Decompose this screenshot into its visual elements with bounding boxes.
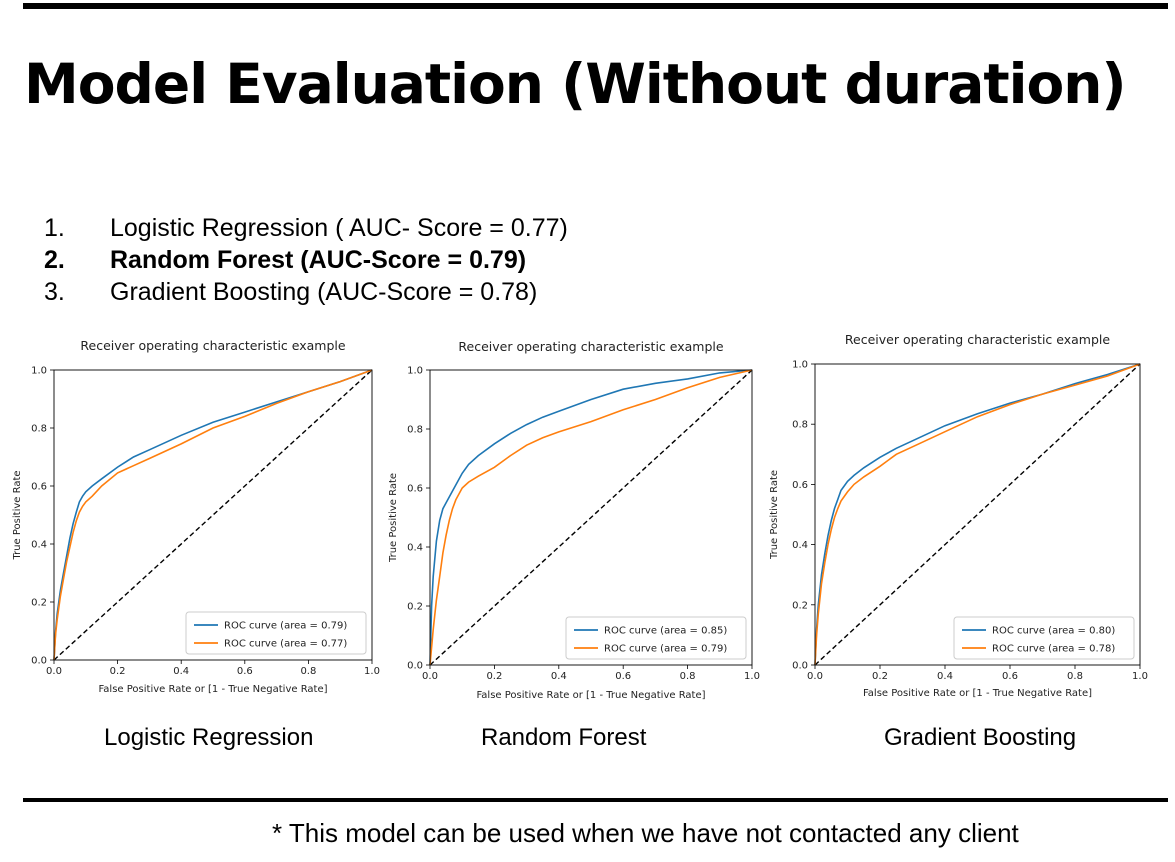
legend-label-0: ROC curve (area = 0.80) — [992, 626, 1115, 637]
y-tick-label: 0.2 — [407, 602, 423, 613]
x-tick-label: 0.8 — [300, 666, 316, 677]
x-tick-label: 0.4 — [173, 666, 189, 677]
x-tick-label: 1.0 — [364, 666, 380, 677]
y-tick-label: 0.0 — [792, 661, 808, 672]
x-tick-label: 0.0 — [807, 671, 823, 682]
bottom-rule — [23, 798, 1168, 802]
y-tick-label: 1.0 — [31, 366, 47, 377]
y-tick-label: 0.6 — [407, 484, 423, 495]
model-number: 1. — [44, 214, 65, 242]
roc-series-line-1 — [53, 369, 373, 661]
legend-label-1: ROC curve (area = 0.79) — [604, 644, 727, 655]
plot-frame — [814, 363, 1141, 666]
y-tick-label: 0.8 — [407, 425, 423, 436]
caption-random-forest: Random Forest — [481, 724, 647, 751]
roc-series-line-0 — [429, 369, 753, 666]
footnote: * This model can be used when we have no… — [272, 818, 1019, 848]
x-axis-label: False Positive Rate or [1 - True Negativ… — [476, 690, 705, 701]
x-tick-label: 0.8 — [680, 671, 696, 682]
y-tick-label: 0.8 — [31, 424, 47, 435]
chart-title: Receiver operating characteristic exampl… — [80, 338, 346, 353]
x-axis-label: False Positive Rate or [1 - True Negativ… — [98, 684, 327, 695]
y-axis-label: True Positive Rate — [12, 470, 23, 560]
x-tick-label: 0.0 — [422, 671, 438, 682]
x-tick-label: 0.6 — [1002, 671, 1018, 682]
y-tick-label: 0.6 — [792, 480, 808, 491]
x-tick-label: 0.6 — [237, 666, 253, 677]
slide-title: Model Evaluation (Without duration) — [24, 52, 1127, 116]
legend-label-0: ROC curve (area = 0.85) — [604, 626, 727, 637]
y-tick-label: 0.4 — [407, 543, 423, 554]
caption-logistic-regression: Logistic Regression — [104, 724, 314, 751]
y-tick-label: 0.4 — [31, 540, 47, 551]
legend-label-1: ROC curve (area = 0.77) — [224, 639, 347, 650]
diagonal-reference-line — [814, 363, 1141, 666]
x-tick-label: 0.2 — [872, 671, 888, 682]
diagonal-reference-line — [429, 369, 753, 666]
x-tick-label: 0.2 — [486, 671, 502, 682]
legend-box — [565, 616, 747, 660]
chart-title: Receiver operating characteristic exampl… — [845, 332, 1111, 347]
x-tick-label: 1.0 — [1132, 671, 1148, 682]
roc-chart-svg: Receiver operating characteristic exampl… — [12, 338, 380, 695]
roc-chart-gradient-boosting: Receiver operating characteristic exampl… — [766, 322, 1158, 704]
chart-legend: ROC curve (area = 0.79) ROC curve (area =… — [185, 611, 367, 655]
chart-legend: ROC curve (area = 0.85) ROC curve (area =… — [565, 616, 747, 660]
roc-chart-random-forest: Receiver operating characteristic exampl… — [385, 330, 770, 706]
chart-title: Receiver operating characteristic exampl… — [458, 339, 724, 354]
x-axis-label: False Positive Rate or [1 - True Negativ… — [863, 688, 1092, 699]
roc-chart-svg: Receiver operating characteristic exampl… — [388, 339, 760, 701]
x-tick-label: 0.0 — [46, 666, 62, 677]
roc-series-line-0 — [53, 369, 373, 661]
model-number: 3. — [44, 278, 65, 306]
y-tick-label: 1.0 — [792, 360, 808, 371]
x-tick-label: 0.4 — [551, 671, 567, 682]
x-tick-label: 0.8 — [1067, 671, 1083, 682]
legend-box — [953, 616, 1135, 660]
x-tick-label: 0.2 — [110, 666, 126, 677]
chart-legend: ROC curve (area = 0.80) ROC curve (area =… — [953, 616, 1135, 660]
top-rule — [23, 3, 1168, 9]
x-tick-label: 1.0 — [744, 671, 760, 682]
x-tick-label: 0.4 — [937, 671, 953, 682]
roc-series-line-1 — [429, 369, 753, 666]
y-tick-label: 0.4 — [792, 540, 808, 551]
y-axis-label: True Positive Rate — [388, 473, 399, 563]
y-tick-label: 0.6 — [31, 482, 47, 493]
model-text: Random Forest (AUC-Score = 0.79) — [110, 246, 527, 274]
y-tick-label: 0.8 — [792, 420, 808, 431]
caption-gradient-boosting: Gradient Boosting — [884, 724, 1077, 751]
roc-chart-logistic-regression: Receiver operating characteristic exampl… — [8, 330, 386, 698]
legend-label-1: ROC curve (area = 0.78) — [992, 644, 1115, 655]
model-text: Gradient Boosting (AUC-Score = 0.78) — [110, 278, 538, 306]
y-tick-label: 0.2 — [31, 598, 47, 609]
model-number: 2. — [44, 246, 65, 274]
y-tick-label: 0.2 — [792, 600, 808, 611]
model-text: Logistic Regression ( AUC- Score = 0.77) — [110, 214, 568, 242]
y-tick-label: 0.0 — [407, 661, 423, 672]
roc-series-line-1 — [814, 363, 1141, 666]
plot-frame — [429, 369, 753, 666]
x-tick-label: 0.6 — [615, 671, 631, 682]
y-tick-label: 1.0 — [407, 366, 423, 377]
y-tick-label: 0.0 — [31, 656, 47, 667]
legend-label-0: ROC curve (area = 0.79) — [224, 621, 347, 632]
plot-frame — [53, 369, 373, 661]
legend-box — [185, 611, 367, 655]
roc-series-line-0 — [814, 363, 1141, 666]
y-axis-label: True Positive Rate — [769, 470, 780, 560]
roc-chart-svg: Receiver operating characteristic exampl… — [769, 332, 1148, 699]
